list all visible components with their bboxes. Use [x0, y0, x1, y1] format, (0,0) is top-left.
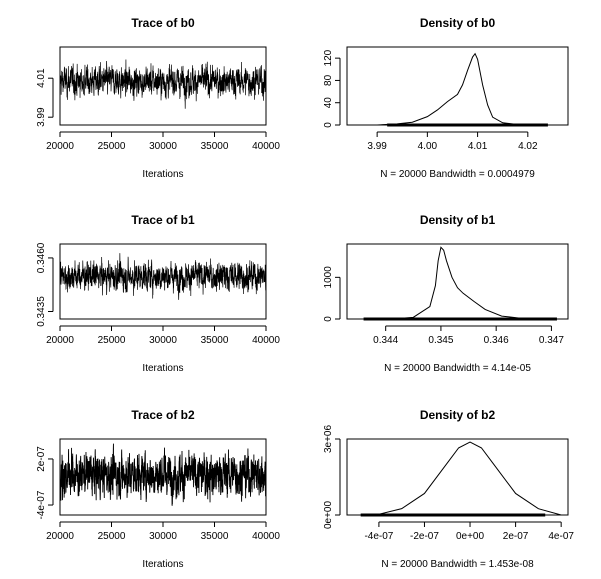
x-tick-label: 4e-07 [548, 531, 574, 542]
x-tick-label: -2e-07 [410, 531, 439, 542]
density-curve [360, 441, 562, 516]
x-axis-label: N = 20000 Bandwidth = 0.0004979 [380, 169, 535, 180]
x-tick-label: 3.99 [367, 141, 387, 152]
x-tick-label: 20000 [46, 141, 74, 152]
plot-frame [346, 243, 569, 320]
chart-title: Trace of b0 [131, 16, 195, 30]
x-axis-label: Iterations [142, 363, 183, 374]
x-tick-label: 2e-07 [503, 531, 529, 542]
y-tick-label: 0.3435 [36, 296, 47, 327]
x-tick-label: 20000 [46, 531, 74, 542]
x-tick-label: 35000 [201, 531, 229, 542]
chart-panel-3: Trace of b1 20000 25000 30000 35000 40000 0.34… [36, 213, 280, 374]
x-tick-label: 30000 [149, 335, 177, 346]
y-tick-label: 1000 [323, 266, 334, 289]
rug-marks [363, 317, 557, 321]
x-tick-label: 25000 [98, 531, 126, 542]
x-tick-label: 40000 [252, 335, 280, 346]
chart-title: Density of b2 [420, 408, 496, 422]
x-tick-label: 30000 [149, 141, 177, 152]
x-tick-label: 30000 [149, 531, 177, 542]
x-tick-label: 35000 [201, 141, 229, 152]
x-tick-label: 35000 [201, 335, 229, 346]
trace-line [59, 59, 267, 109]
x-tick-label: 25000 [98, 141, 126, 152]
x-tick-label: 4.01 [468, 141, 488, 152]
x-tick-label: 4.00 [418, 141, 438, 152]
x-tick-label: -4e-07 [364, 531, 393, 542]
trace-line [59, 253, 267, 300]
x-axis-label: Iterations [142, 169, 183, 180]
chart-panel-2: Density of b0 3.99 4.00 4.01 4.02 0 40 80 120 N =… [323, 16, 569, 180]
chart-panel-4: Density of b1 0.344 0.345 0.346 0.347 0 1000 N … [323, 213, 569, 374]
x-tick-label: 20000 [46, 335, 74, 346]
plot-frame [346, 438, 569, 516]
x-tick-label: 0.347 [539, 335, 564, 346]
y-tick-label: 40 [323, 97, 334, 109]
y-tick-label: 3.99 [36, 107, 47, 127]
rug-marks [360, 513, 546, 517]
y-tick-label: 2e-07 [36, 446, 47, 472]
trace-line [59, 443, 267, 506]
chart-title: Density of b0 [420, 16, 496, 30]
x-tick-label: 40000 [252, 141, 280, 152]
x-tick-label: 25000 [98, 335, 126, 346]
x-tick-label: 0.344 [373, 335, 398, 346]
chart-panel-1: Trace of b0 20000 25000 30000 35000 40000 3.99… [36, 16, 280, 180]
x-tick-label: 0e+00 [456, 531, 485, 542]
y-tick-label: 0 [323, 316, 334, 322]
density-curve [363, 246, 557, 320]
chart-title: Density of b1 [420, 213, 496, 227]
x-axis-label: Iterations [142, 559, 183, 570]
y-tick-label: 80 [323, 74, 334, 86]
x-tick-label: 4.02 [518, 141, 538, 152]
y-tick-label: 3e+06 [323, 425, 334, 454]
y-tick-label: 120 [323, 49, 334, 66]
x-axis-label: N = 20000 Bandwidth = 1.453e-08 [381, 559, 534, 570]
density-curve [377, 52, 553, 126]
x-axis-label: N = 20000 Bandwidth = 4.14e-05 [384, 363, 531, 374]
y-tick-label: 4.01 [36, 68, 47, 88]
y-tick-label: 0 [323, 122, 334, 128]
rug-marks [387, 123, 548, 127]
x-tick-label: 40000 [252, 531, 280, 542]
y-tick-label: -4e-07 [36, 490, 47, 519]
plot-frame [346, 46, 569, 126]
chart-title: Trace of b1 [131, 213, 195, 227]
x-tick-label: 0.346 [484, 335, 509, 346]
y-tick-label: 0.3460 [36, 242, 47, 273]
chart-panel-6: Density of b2 -4e-07 -2e-07 0e+00 2e-07 4e-07… [323, 408, 574, 570]
y-tick-label: 0e+00 [323, 501, 334, 530]
x-tick-label: 0.345 [428, 335, 453, 346]
chart-title: Trace of b2 [131, 408, 195, 422]
chart-panel-5: Trace of b2 20000 25000 30000 35000 40000 -4e-… [36, 408, 280, 570]
